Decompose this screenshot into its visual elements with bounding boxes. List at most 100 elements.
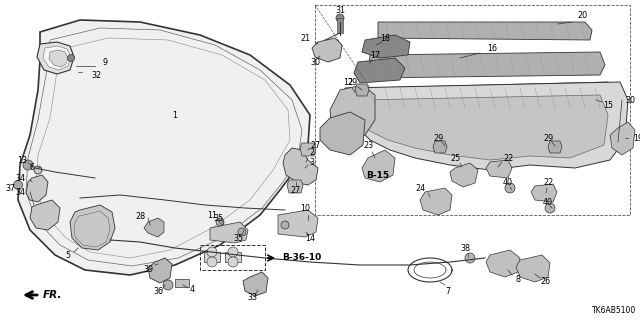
Text: 7: 7: [445, 287, 451, 297]
Polygon shape: [362, 82, 614, 112]
Polygon shape: [49, 50, 68, 67]
Polygon shape: [358, 95, 608, 160]
Circle shape: [23, 160, 33, 170]
Polygon shape: [70, 205, 115, 250]
Circle shape: [34, 166, 42, 174]
Polygon shape: [362, 150, 395, 182]
Polygon shape: [283, 148, 318, 185]
Bar: [204, 252, 220, 262]
Polygon shape: [486, 250, 520, 277]
Polygon shape: [330, 85, 375, 140]
Text: 20: 20: [577, 11, 587, 20]
Text: 17: 17: [370, 51, 380, 60]
Circle shape: [238, 228, 246, 236]
Text: 31: 31: [335, 5, 345, 14]
Text: 34: 34: [15, 173, 25, 182]
Polygon shape: [486, 160, 512, 178]
Circle shape: [505, 183, 515, 193]
Polygon shape: [26, 175, 48, 202]
Polygon shape: [355, 84, 369, 96]
Polygon shape: [210, 222, 248, 243]
Circle shape: [228, 257, 238, 267]
Text: 35: 35: [213, 213, 223, 222]
Text: 12: 12: [343, 77, 353, 86]
Polygon shape: [320, 112, 365, 155]
Bar: [200, 245, 265, 270]
Text: 29: 29: [347, 77, 357, 86]
Circle shape: [163, 280, 173, 290]
Text: 22: 22: [543, 178, 553, 187]
Text: 32: 32: [91, 70, 101, 79]
Bar: [175, 279, 189, 287]
Polygon shape: [18, 20, 310, 275]
Text: 1: 1: [173, 110, 177, 119]
Text: 39: 39: [143, 266, 153, 275]
Text: 40: 40: [503, 178, 513, 187]
Text: 9: 9: [102, 58, 108, 67]
Polygon shape: [300, 143, 316, 156]
Text: TK6AB5100: TK6AB5100: [592, 306, 636, 315]
Text: 10: 10: [300, 204, 310, 212]
Text: 35: 35: [233, 234, 243, 243]
Polygon shape: [368, 52, 605, 78]
Text: 16: 16: [487, 44, 497, 52]
Text: 4: 4: [189, 285, 195, 294]
Text: 28: 28: [135, 212, 145, 220]
Polygon shape: [531, 184, 557, 202]
Text: FR.: FR.: [43, 290, 62, 300]
Text: 27: 27: [310, 140, 320, 149]
Polygon shape: [516, 255, 550, 282]
Text: 6: 6: [29, 163, 35, 172]
Circle shape: [465, 253, 475, 263]
Text: 8: 8: [515, 276, 520, 284]
Text: 19: 19: [633, 133, 640, 142]
Polygon shape: [610, 122, 635, 155]
Text: 22: 22: [503, 154, 513, 163]
Polygon shape: [144, 218, 164, 237]
Polygon shape: [548, 141, 562, 153]
Text: 29: 29: [543, 133, 553, 142]
Circle shape: [207, 257, 217, 267]
Text: 40: 40: [543, 197, 553, 206]
Text: 24: 24: [415, 183, 425, 193]
Polygon shape: [148, 258, 172, 283]
Text: 27: 27: [290, 186, 300, 195]
Polygon shape: [450, 163, 478, 187]
Text: 38: 38: [460, 244, 470, 252]
Polygon shape: [287, 180, 303, 193]
Text: 36: 36: [153, 287, 163, 297]
Text: 21: 21: [300, 34, 310, 43]
Text: 5: 5: [65, 251, 70, 260]
Text: 34: 34: [15, 188, 25, 196]
Text: 30: 30: [625, 95, 635, 105]
Polygon shape: [30, 200, 60, 230]
Text: 23: 23: [363, 140, 373, 149]
Polygon shape: [278, 210, 318, 237]
Polygon shape: [433, 141, 447, 153]
Bar: [337, 18, 343, 33]
Circle shape: [216, 218, 224, 226]
Text: 33: 33: [247, 293, 257, 302]
Circle shape: [545, 203, 555, 213]
Text: 29: 29: [433, 133, 443, 142]
Polygon shape: [243, 272, 268, 296]
Polygon shape: [420, 188, 452, 215]
Polygon shape: [354, 58, 405, 83]
Polygon shape: [37, 42, 74, 74]
Text: 15: 15: [603, 100, 613, 109]
Circle shape: [336, 14, 344, 22]
Text: 13: 13: [17, 156, 27, 164]
Text: B-15: B-15: [367, 171, 390, 180]
Text: 25: 25: [450, 154, 460, 163]
Text: 18: 18: [380, 34, 390, 43]
Bar: [225, 252, 241, 262]
Text: 14: 14: [305, 234, 315, 243]
Text: 30: 30: [310, 58, 320, 67]
Text: 2: 2: [309, 148, 315, 156]
Polygon shape: [345, 82, 628, 170]
Bar: [315, 5, 630, 215]
Text: 3: 3: [310, 157, 314, 166]
Polygon shape: [362, 35, 410, 58]
Polygon shape: [43, 46, 71, 70]
Text: 11: 11: [207, 211, 217, 220]
